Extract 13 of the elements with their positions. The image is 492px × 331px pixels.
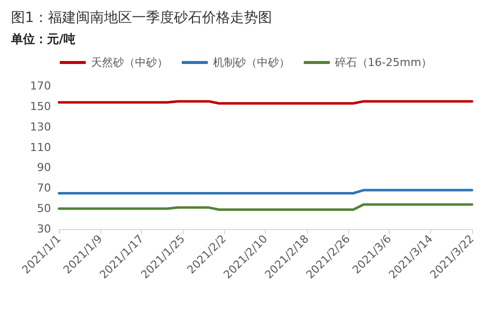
y-tick-label: 90: [37, 161, 51, 174]
y-tick-label: 50: [37, 202, 51, 216]
y-tick-label: 110: [30, 140, 51, 154]
y-axis-title: 单位：元/吨: [10, 32, 76, 46]
legend-label: 天然砂（中砂）: [90, 56, 168, 69]
y-tick-label: 150: [30, 100, 51, 113]
y-tick-label: 170: [30, 80, 51, 92]
y-tick-label: 130: [30, 120, 51, 134]
chart-title: 图1：福建闽南地区一季度砂石价格走势图: [11, 10, 272, 26]
y-tick-label: 30: [37, 222, 51, 236]
legend-label: 机制砂（中砂）: [212, 56, 290, 69]
y-tick-label: 70: [37, 182, 51, 195]
legend-label: 碎石（16-25mm）: [334, 56, 432, 69]
